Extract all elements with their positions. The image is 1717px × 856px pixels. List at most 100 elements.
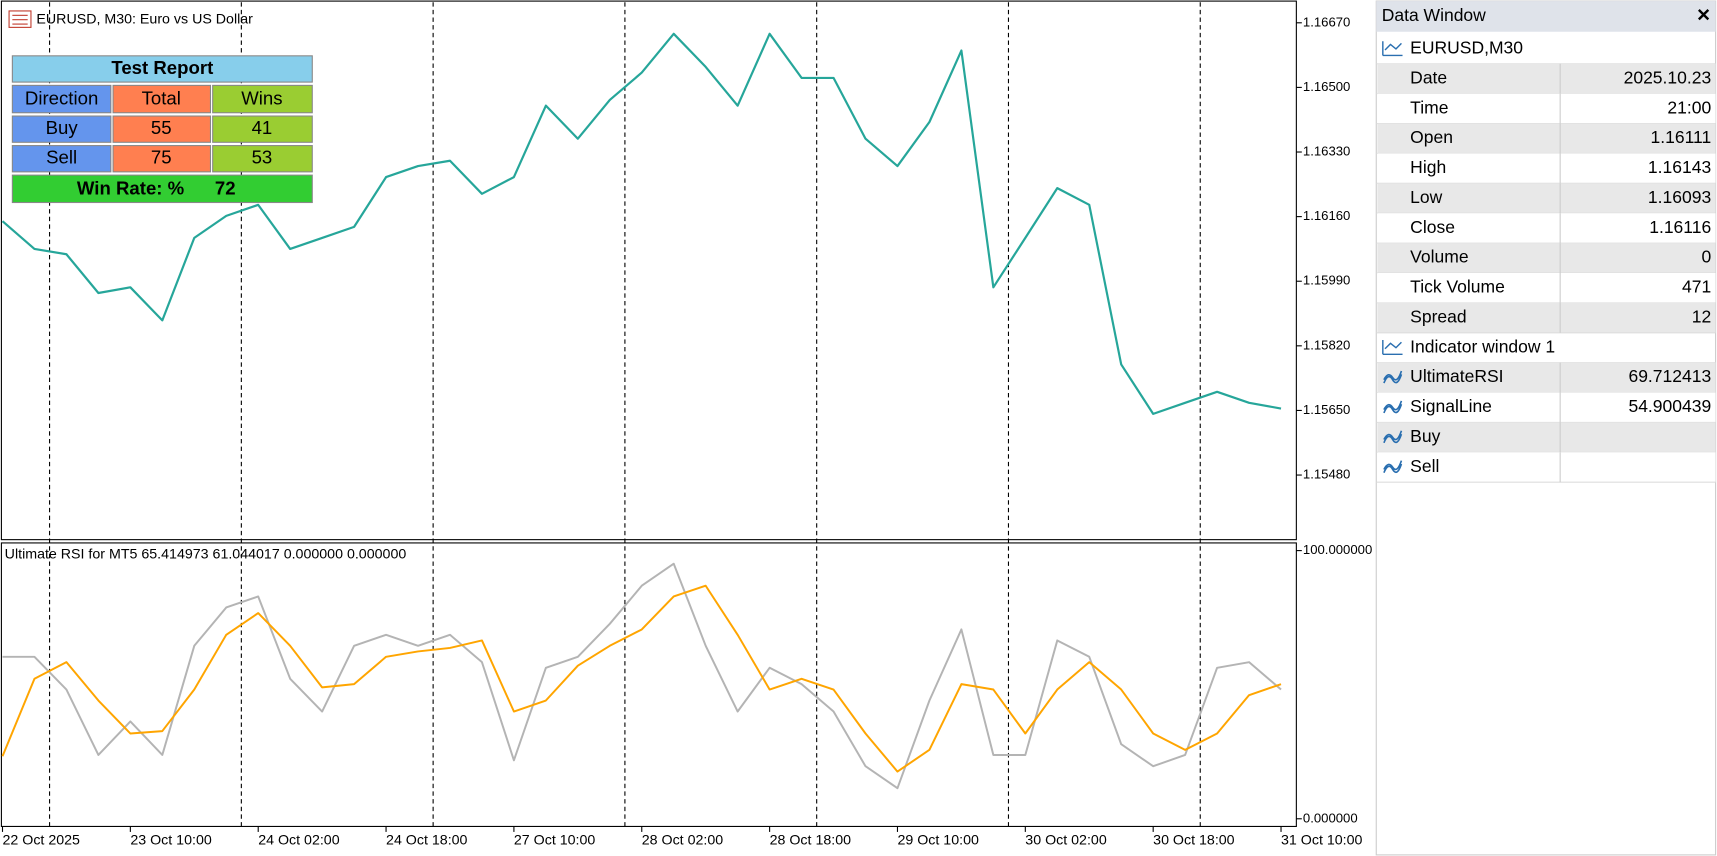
row-value: 1.16143 xyxy=(1648,157,1711,177)
x-tick-label: 31 Oct 10:00 xyxy=(1281,832,1363,848)
symbol-title: EURUSD, M30: Euro vs US Dollar xyxy=(36,11,253,27)
x-tick-label: 24 Oct 18:00 xyxy=(386,832,468,848)
win-rate: 72 xyxy=(215,177,236,198)
win-rate-label: Win Rate: % xyxy=(77,177,185,198)
row-label: Date xyxy=(1410,67,1447,87)
value-cell-bg xyxy=(1560,243,1716,274)
y-tick-label: 1.15480 xyxy=(1303,467,1350,482)
key-cell-bg xyxy=(1377,153,1561,184)
cell-bg xyxy=(11,115,112,143)
data-window: Data Window ✕ EURUSD,M30 Date 2025.10.23 Ti… xyxy=(1375,0,1717,856)
row-value: 1.16093 xyxy=(1648,187,1711,207)
row-label: SignalLine xyxy=(1410,396,1492,416)
cell-bg xyxy=(112,84,212,114)
cell-bg xyxy=(212,145,313,173)
series-line xyxy=(1,584,1282,773)
x-tick-label: 30 Oct 02:00 xyxy=(1025,832,1107,848)
row-label: UltimateRSI xyxy=(1410,366,1503,386)
row-label: Time xyxy=(1410,97,1448,117)
key-cell-bg xyxy=(1377,93,1561,124)
row-label: Low xyxy=(1410,187,1442,207)
close-button[interactable]: ✕ xyxy=(1696,5,1711,25)
value-cell-bg xyxy=(1560,93,1716,124)
x-tick-label: 24 Oct 02:00 xyxy=(258,832,340,848)
key-cell-bg xyxy=(1377,243,1561,274)
x-tick-label: 28 Oct 02:00 xyxy=(642,832,724,848)
report-header: Direction xyxy=(25,88,98,109)
cell-bg xyxy=(112,115,212,143)
key-cell-bg xyxy=(1377,422,1561,453)
row-label: Sell xyxy=(1410,456,1439,476)
y-tick-label: 1.16670 xyxy=(1303,14,1350,29)
cell-bg xyxy=(212,115,313,143)
indicator-icon xyxy=(1383,370,1403,384)
row-label: Spread xyxy=(1410,306,1466,326)
y-tick-label: 1.16330 xyxy=(1303,143,1350,158)
row-label: Close xyxy=(1410,217,1455,237)
key-cell-bg xyxy=(1377,362,1561,393)
value-cell-bg xyxy=(1560,213,1716,244)
report-cell: 41 xyxy=(252,117,273,138)
value-cell-bg xyxy=(1560,392,1716,423)
y-tick-label: 1.16160 xyxy=(1303,208,1350,223)
value-cell-bg xyxy=(1560,153,1716,184)
x-tick-label: 29 Oct 10:00 xyxy=(897,832,979,848)
row-value: 0 xyxy=(1701,247,1711,267)
series-line xyxy=(2,562,1282,790)
key-cell-bg xyxy=(1377,392,1561,423)
x-tick-label: 27 Oct 10:00 xyxy=(514,832,596,848)
cell-bg xyxy=(11,84,112,114)
row-value: 21:00 xyxy=(1667,97,1711,117)
row-label: High xyxy=(1410,157,1446,177)
x-tick-label: 22 Oct 2025 xyxy=(3,832,81,848)
value-cell-bg xyxy=(1560,123,1716,154)
indicator-icon xyxy=(1383,460,1403,474)
key-cell-bg xyxy=(1377,302,1561,333)
section-label: EURUSD,M30 xyxy=(1410,38,1523,58)
indicator-icon xyxy=(1383,430,1403,444)
row-label: Buy xyxy=(1410,426,1440,446)
value-cell-bg xyxy=(1560,183,1716,214)
key-cell-bg xyxy=(1377,273,1561,303)
x-tick-label: 28 Oct 18:00 xyxy=(770,832,852,848)
report-cell: Sell xyxy=(46,147,77,168)
report-cell: Buy xyxy=(46,117,79,138)
report-header: Wins xyxy=(241,88,282,109)
y-tick-label: 100.000000 xyxy=(1303,542,1372,557)
row-value: 471 xyxy=(1682,277,1711,297)
cell-bg xyxy=(212,84,313,114)
series-line xyxy=(1,32,1282,415)
y-tick-label: 0.000000 xyxy=(1303,810,1358,825)
cell-bg xyxy=(112,145,212,173)
data-window-title: Data Window xyxy=(1382,5,1486,25)
x-tick-label: 30 Oct 18:00 xyxy=(1153,832,1235,848)
row-value: 2025.10.23 xyxy=(1624,67,1712,87)
key-cell-bg xyxy=(1377,213,1561,244)
x-tick-label: 23 Oct 10:00 xyxy=(130,832,212,848)
report-cell: 55 xyxy=(151,117,172,138)
indicator-title: Ultimate RSI for MT5 65.414973 61.044017… xyxy=(5,547,407,563)
value-cell-bg xyxy=(1560,63,1716,94)
data-window-header xyxy=(1376,1,1716,32)
row-label: Tick Volume xyxy=(1410,277,1505,297)
win-rate-bg xyxy=(11,174,313,204)
key-cell-bg xyxy=(1377,123,1561,154)
section-label: Indicator window 1 xyxy=(1410,336,1555,356)
report-header: Total xyxy=(142,88,181,109)
key-cell-bg xyxy=(1377,183,1561,214)
key-cell-bg xyxy=(1377,63,1561,94)
value-cell-bg xyxy=(1560,422,1716,453)
value-cell-bg xyxy=(1560,302,1716,333)
value-cell-bg xyxy=(1560,362,1716,393)
report-cell: 75 xyxy=(151,147,172,168)
cell-bg xyxy=(11,145,112,173)
row-label: Open xyxy=(1410,127,1453,147)
y-tick-label: 1.15990 xyxy=(1303,273,1350,288)
row-value: 54.900439 xyxy=(1628,396,1711,416)
row-value: 12 xyxy=(1692,306,1711,326)
row-label: Volume xyxy=(1410,247,1468,267)
indicator-panel xyxy=(0,542,1297,827)
chart-line-icon xyxy=(1382,41,1403,57)
